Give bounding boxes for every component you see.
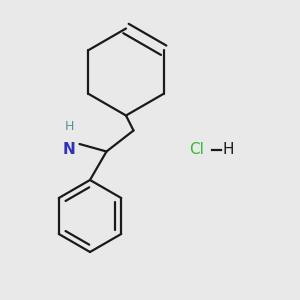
- Text: H: H: [64, 121, 74, 134]
- Text: N: N: [63, 142, 75, 158]
- Text: Cl: Cl: [189, 142, 204, 158]
- Text: H: H: [222, 142, 233, 158]
